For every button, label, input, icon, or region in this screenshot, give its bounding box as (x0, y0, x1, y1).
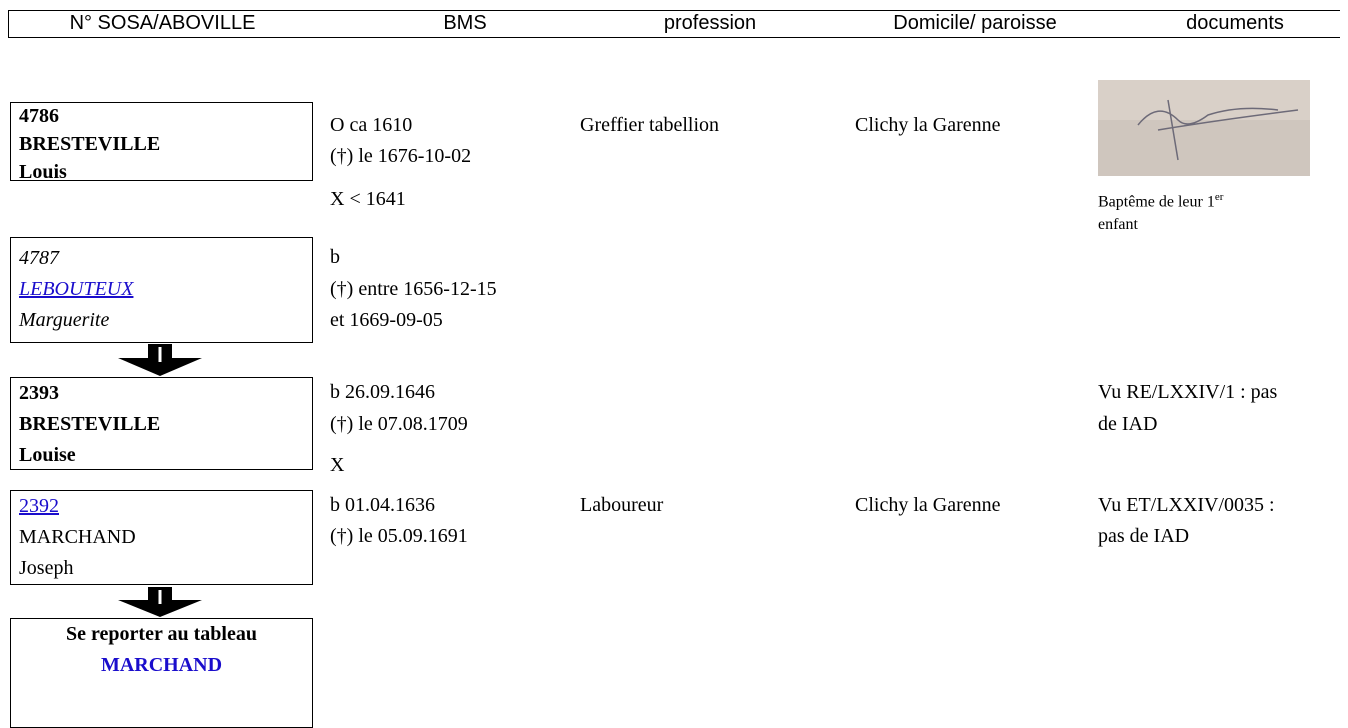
given-name: Joseph (19, 553, 312, 584)
header-cell: documents (1130, 10, 1340, 37)
sosa: 4786 (19, 103, 312, 129)
bms: (†) le 07.08.1709 (330, 409, 468, 440)
person-box: 2393 BRESTEVILLE Louise (10, 377, 313, 470)
person-box: 4787 LEBOUTEUX Marguerite (10, 237, 313, 343)
sosa: 4787 (19, 243, 312, 274)
domicile: Clichy la Garenne (855, 110, 1001, 141)
given-name: Louis (19, 155, 312, 181)
person-box: 2392 MARCHAND Joseph (10, 490, 313, 585)
given-name: Louise (19, 440, 312, 471)
documents: de IAD (1098, 409, 1157, 440)
bms: b (330, 242, 340, 273)
sosa-link[interactable]: 2392 (19, 491, 312, 522)
arrow (118, 344, 202, 376)
reference-text: Se reporter au tableau (11, 619, 312, 650)
header-cell: profession (590, 10, 830, 37)
arrow (118, 587, 202, 617)
bms: b 26.09.1646 (330, 377, 435, 408)
page: N° SOSA/ABOVILLE BMS profession Domicile… (0, 0, 1348, 715)
caption-sup: er (1215, 191, 1224, 203)
surname: BRESTEVILLE (19, 409, 312, 440)
marriage: X (330, 450, 344, 481)
header-cell: Domicile/ paroisse (845, 10, 1105, 37)
caption: enfant (1098, 212, 1138, 238)
bms: b 01.04.1636 (330, 490, 435, 521)
reference-box: Se reporter au tableau MARCHAND (10, 618, 313, 728)
header-cell: BMS (315, 10, 615, 37)
bms: (†) le 05.09.1691 (330, 521, 468, 552)
bms: et 1669-09-05 (330, 305, 443, 336)
caption-text: Baptême de leur 1 (1098, 193, 1215, 210)
surname-link[interactable]: LEBOUTEUX (19, 274, 312, 305)
header-cell: N° SOSA/ABOVILLE (10, 10, 315, 37)
documents: Vu ET/LXXIV/0035 : (1098, 490, 1275, 521)
domicile: Clichy la Garenne (855, 490, 1001, 521)
documents: Vu RE/LXXIV/1 : pas (1098, 377, 1277, 408)
sosa: 2393 (19, 378, 312, 409)
surname: BRESTEVILLE (19, 129, 312, 155)
person-box: 4786 BRESTEVILLE Louis (10, 102, 313, 181)
bms: O ca 1610 (330, 110, 412, 141)
caption: Baptême de leur 1er (1098, 184, 1223, 215)
bms: (†) le 1676-10-02 (330, 141, 471, 172)
marriage: X < 1641 (330, 184, 406, 215)
profession: Greffier tabellion (580, 110, 719, 141)
given-name: Marguerite (19, 305, 312, 336)
reference-link[interactable]: MARCHAND (11, 650, 312, 681)
documents: pas de IAD (1098, 521, 1189, 552)
surname: MARCHAND (19, 522, 312, 553)
bms: (†) entre 1656-12-15 (330, 274, 497, 305)
profession: Laboureur (580, 490, 663, 521)
document-image (1098, 80, 1310, 176)
